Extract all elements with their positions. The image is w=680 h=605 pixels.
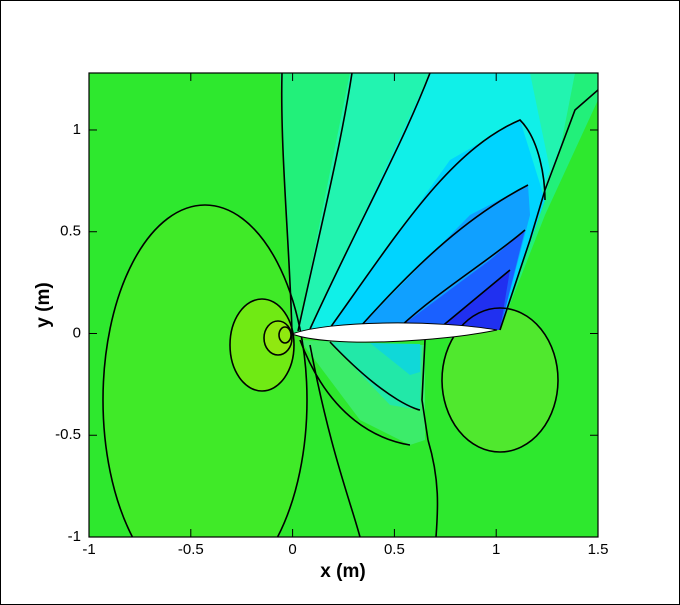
x-tick-label: 0 [288, 541, 296, 558]
x-tick-label: 1 [492, 541, 500, 558]
contour-line [297, 73, 353, 332]
y-tick-label: 0.5 [60, 223, 81, 240]
contour-line [329, 341, 421, 411]
contour-line [229, 298, 295, 392]
contour-line [299, 339, 411, 446]
contour-line [439, 269, 511, 329]
contour-band [370, 343, 420, 375]
contour-line [102, 204, 308, 537]
plot-border [88, 72, 599, 538]
x-tick-label: 0.5 [384, 541, 405, 558]
y-tick-label: -1 [68, 528, 81, 545]
x-tick-label: -1 [82, 541, 95, 558]
x-tick-label: -0.5 [178, 541, 204, 558]
contour-band [442, 308, 558, 452]
y-tick-label: 1 [73, 121, 81, 138]
x-tick-label: 1.5 [588, 541, 609, 558]
contour-band [264, 321, 292, 355]
contour-line [309, 344, 361, 537]
contour-line [309, 73, 431, 330]
contour-line [329, 119, 546, 329]
contour-band [103, 205, 307, 537]
contour-line [399, 229, 526, 328]
airfoil [290, 322, 498, 343]
y-tick-label: 0 [73, 324, 81, 341]
contour-field [89, 73, 598, 537]
contour-line [441, 307, 559, 453]
y-tick-label: -0.5 [55, 426, 81, 443]
contour-line [280, 73, 293, 335]
shock-line [421, 339, 429, 441]
x-axis-label: x (m) [320, 561, 365, 582]
contour-line [263, 320, 293, 356]
contour-line [427, 439, 439, 537]
shock-line [499, 89, 598, 331]
contour-line [359, 184, 529, 328]
contour-line [278, 326, 292, 344]
y-axis-label: y (m) [33, 282, 54, 327]
